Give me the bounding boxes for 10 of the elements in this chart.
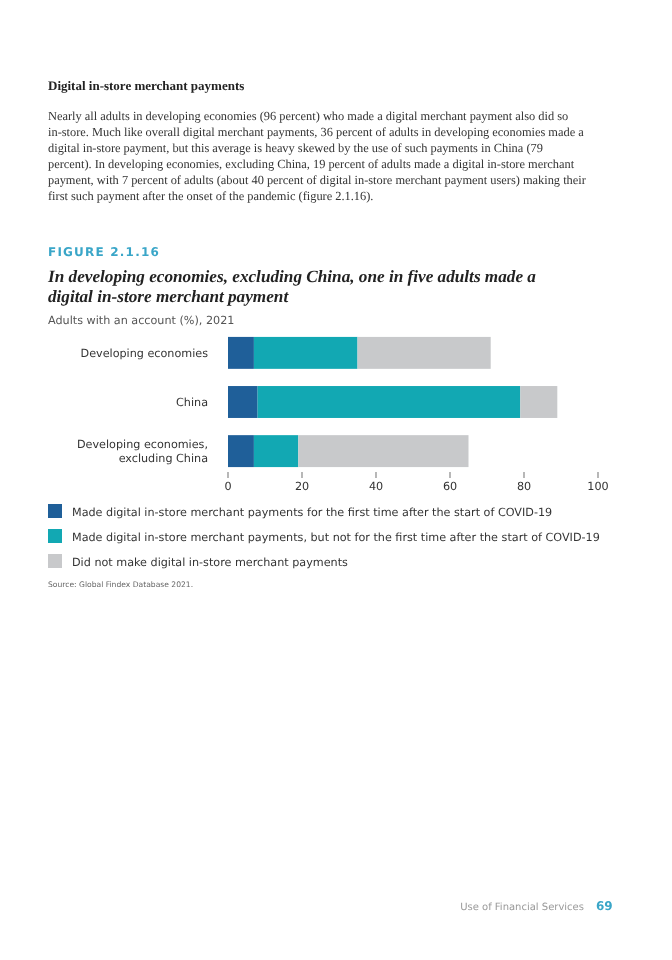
bar [520,386,558,418]
bar [228,336,254,369]
chart-title: In developing economies, excluding China, one in five adults made a digital in-store merchant payment [46,266,538,306]
bar [253,336,358,369]
bar [228,386,258,418]
bar [357,336,491,369]
bar [257,386,521,418]
bar [253,435,299,468]
bar [298,435,469,468]
bar [228,435,254,468]
